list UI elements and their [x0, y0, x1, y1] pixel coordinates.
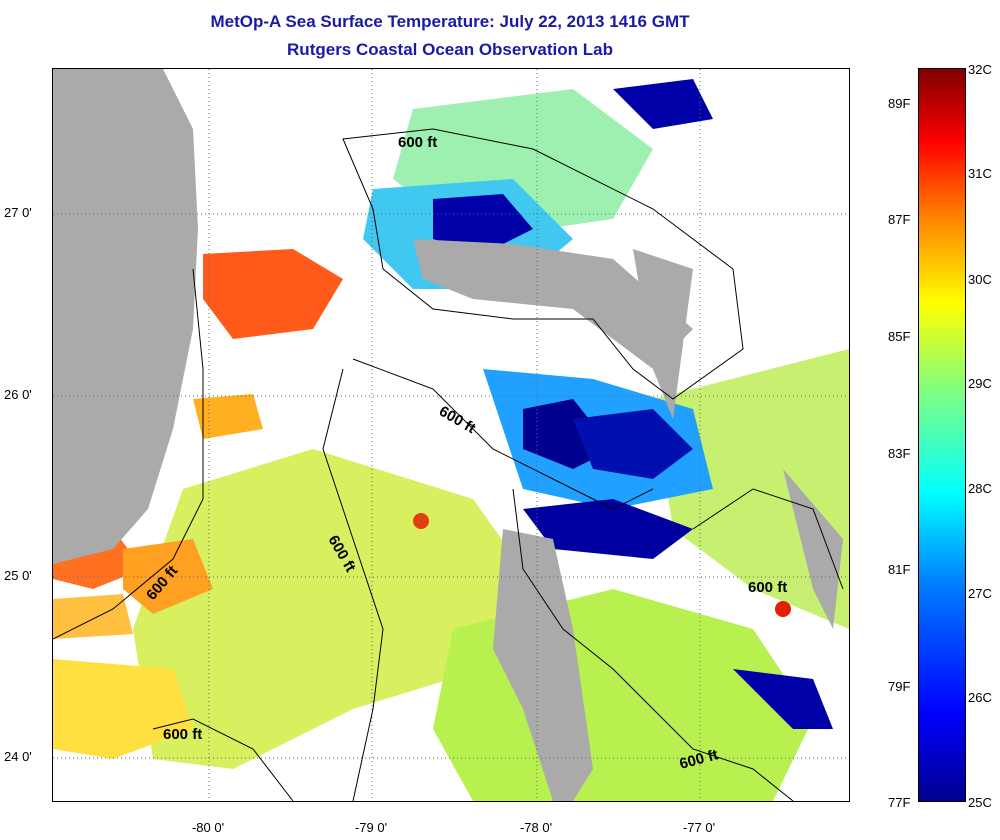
land-layer: [53, 69, 843, 801]
lon-label: -77 0': [682, 820, 716, 835]
lat-label: 25 0': [4, 568, 32, 583]
colorbar-celsius-label: 31C: [968, 166, 992, 181]
map-title: MetOp-A Sea Surface Temperature: July 22…: [210, 12, 690, 31]
colorbar-fahrenheit-label: 85F: [888, 329, 911, 344]
colorbar-fahrenheit-label: 77F: [888, 795, 911, 810]
contour-label-600: 600 ft: [398, 134, 437, 151]
colorbar-fahrenheit-label: 81F: [888, 562, 911, 577]
lat-label: 27 0': [4, 205, 32, 220]
colorbar-celsius-label: 30C: [968, 272, 992, 287]
colorbar-celsius-label: 26C: [968, 690, 992, 705]
contour-label-600: 600 ft: [163, 726, 202, 743]
lat-label: 26 0': [4, 387, 32, 402]
colorbar-fahrenheit-label: 79F: [888, 679, 911, 694]
map-subtitle: Rutgers Coastal Ocean Observation Lab: [287, 40, 613, 59]
colorbar-celsius-label: 27C: [968, 586, 992, 601]
colorbar-celsius-label: 28C: [968, 481, 992, 496]
colorbar-celsius-label: 25C: [968, 795, 992, 810]
lat-label: 24 0': [4, 749, 32, 764]
colorbar-fahrenheit-label: 83F: [888, 446, 911, 461]
sst-map: 600 ft 600 ft 600 ft 600 ft 600 ft 600 f…: [52, 68, 850, 802]
depth-contours: [53, 128, 844, 801]
sst-data-layer: [53, 79, 849, 801]
lon-label: -80 0': [191, 820, 225, 835]
colorbar-fahrenheit-label: 87F: [888, 212, 911, 227]
contour-label-600: 600 ft: [748, 579, 787, 596]
colorbar-celsius-label: 29C: [968, 376, 992, 391]
contour-label-600: 600 ft: [436, 403, 478, 437]
graticule: [53, 69, 849, 801]
temperature-colorbar: [918, 68, 966, 802]
lon-label: -78 0': [519, 820, 553, 835]
colorbar-celsius-label: 32C: [968, 62, 992, 77]
lon-label: -79 0': [354, 820, 388, 835]
colorbar-fahrenheit-label: 89F: [888, 96, 911, 111]
